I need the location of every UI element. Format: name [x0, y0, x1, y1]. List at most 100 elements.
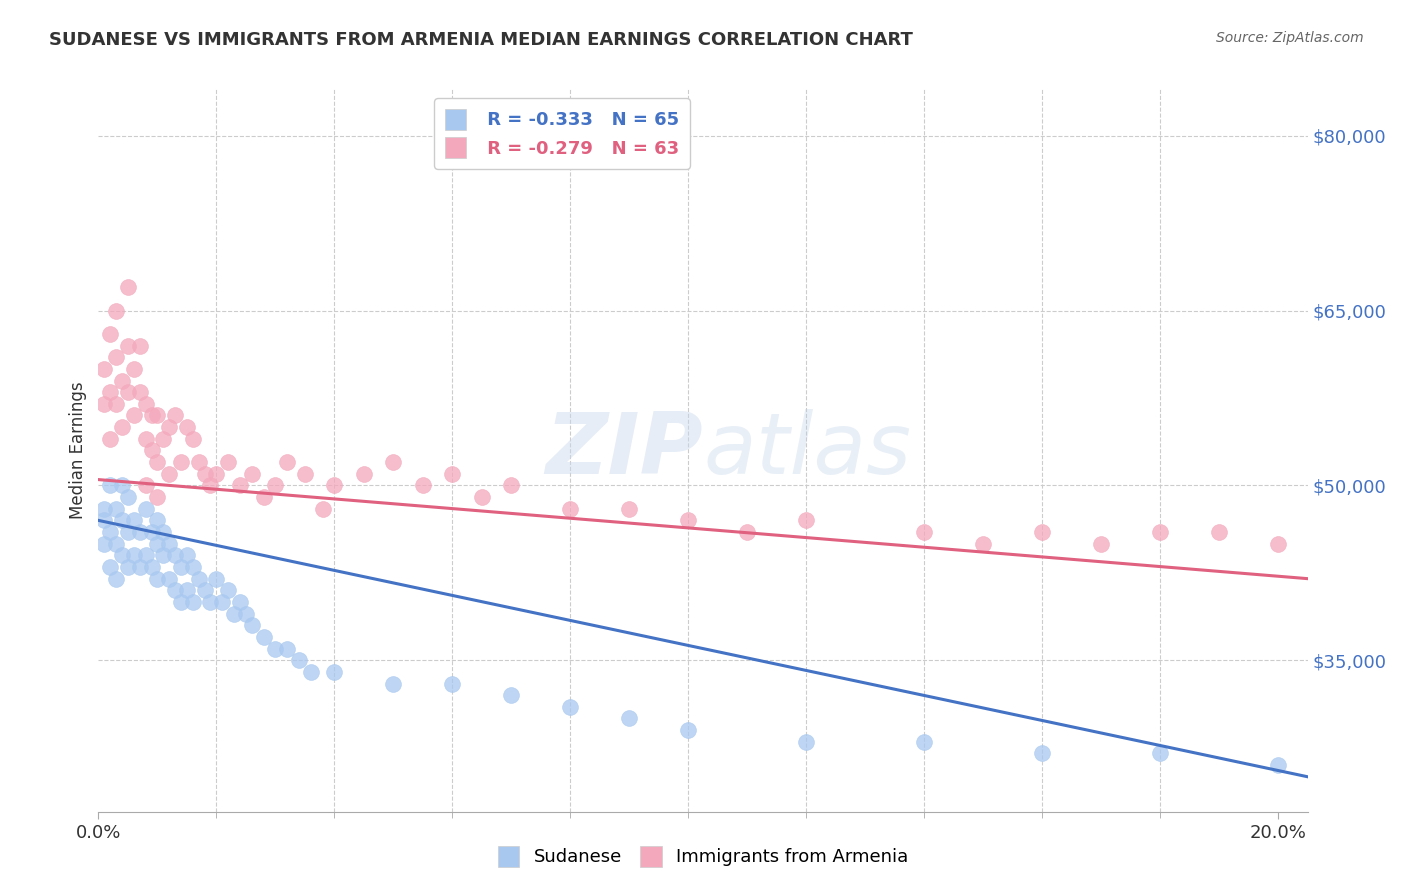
Point — [111, 374, 134, 388]
Point — [146, 513, 169, 527]
Point — [276, 641, 298, 656]
Point — [912, 735, 935, 749]
Point — [299, 665, 322, 679]
Point — [181, 432, 204, 446]
Text: Source: ZipAtlas.com: Source: ZipAtlas.com — [1216, 31, 1364, 45]
Point — [93, 501, 115, 516]
Point — [176, 583, 198, 598]
Point — [1031, 747, 1053, 761]
Point — [98, 524, 121, 539]
Point — [98, 478, 121, 492]
Point — [678, 723, 700, 738]
Point — [93, 397, 115, 411]
Point — [141, 560, 163, 574]
Point — [146, 490, 169, 504]
Point — [229, 595, 252, 609]
Point — [619, 501, 641, 516]
Point — [157, 537, 180, 551]
Point — [794, 513, 817, 527]
Point — [117, 490, 139, 504]
Point — [141, 524, 163, 539]
Point — [382, 676, 405, 690]
Point — [157, 467, 180, 481]
Point — [972, 537, 994, 551]
Text: ZIP: ZIP — [546, 409, 703, 492]
Point — [181, 560, 204, 574]
Point — [105, 303, 128, 318]
Point — [122, 362, 145, 376]
Point — [288, 653, 311, 667]
Point — [98, 326, 121, 341]
Point — [200, 478, 222, 492]
Point — [93, 362, 115, 376]
Point — [382, 455, 405, 469]
Point — [146, 455, 169, 469]
Point — [240, 618, 263, 632]
Point — [135, 397, 157, 411]
Point — [1267, 758, 1289, 772]
Point — [111, 513, 134, 527]
Point — [1267, 537, 1289, 551]
Point — [560, 699, 582, 714]
Point — [276, 455, 298, 469]
Point — [128, 385, 150, 400]
Point — [187, 572, 209, 586]
Point — [141, 443, 163, 458]
Point — [235, 607, 257, 621]
Point — [105, 397, 128, 411]
Point — [98, 432, 121, 446]
Point — [181, 595, 204, 609]
Point — [323, 665, 346, 679]
Y-axis label: Median Earnings: Median Earnings — [69, 382, 87, 519]
Point — [170, 560, 193, 574]
Point — [165, 549, 187, 563]
Point — [157, 572, 180, 586]
Text: SUDANESE VS IMMIGRANTS FROM ARMENIA MEDIAN EARNINGS CORRELATION CHART: SUDANESE VS IMMIGRANTS FROM ARMENIA MEDI… — [49, 31, 912, 49]
Point — [264, 641, 287, 656]
Point — [187, 455, 209, 469]
Point — [1090, 537, 1112, 551]
Point — [176, 420, 198, 434]
Point — [98, 385, 121, 400]
Point — [294, 467, 316, 481]
Point — [252, 490, 274, 504]
Point — [323, 478, 346, 492]
Point — [152, 432, 174, 446]
Point — [141, 409, 163, 423]
Point — [111, 478, 134, 492]
Point — [105, 537, 128, 551]
Point — [105, 572, 128, 586]
Point — [560, 501, 582, 516]
Point — [105, 350, 128, 364]
Point — [111, 420, 134, 434]
Point — [735, 524, 758, 539]
Point — [471, 490, 494, 504]
Text: atlas: atlas — [703, 409, 911, 492]
Point — [170, 595, 193, 609]
Point — [311, 501, 333, 516]
Point — [146, 537, 169, 551]
Point — [176, 549, 198, 563]
Point — [128, 524, 150, 539]
Point — [135, 478, 157, 492]
Point — [152, 549, 174, 563]
Point — [122, 409, 145, 423]
Point — [222, 607, 245, 621]
Point — [117, 560, 139, 574]
Point — [165, 583, 187, 598]
Point — [501, 688, 523, 702]
Point — [170, 455, 193, 469]
Point — [1031, 524, 1053, 539]
Point — [264, 478, 287, 492]
Point — [229, 478, 252, 492]
Point — [501, 478, 523, 492]
Point — [135, 501, 157, 516]
Point — [122, 549, 145, 563]
Point — [146, 409, 169, 423]
Point — [98, 560, 121, 574]
Point — [912, 524, 935, 539]
Point — [117, 524, 139, 539]
Point — [135, 432, 157, 446]
Point — [128, 560, 150, 574]
Point — [105, 501, 128, 516]
